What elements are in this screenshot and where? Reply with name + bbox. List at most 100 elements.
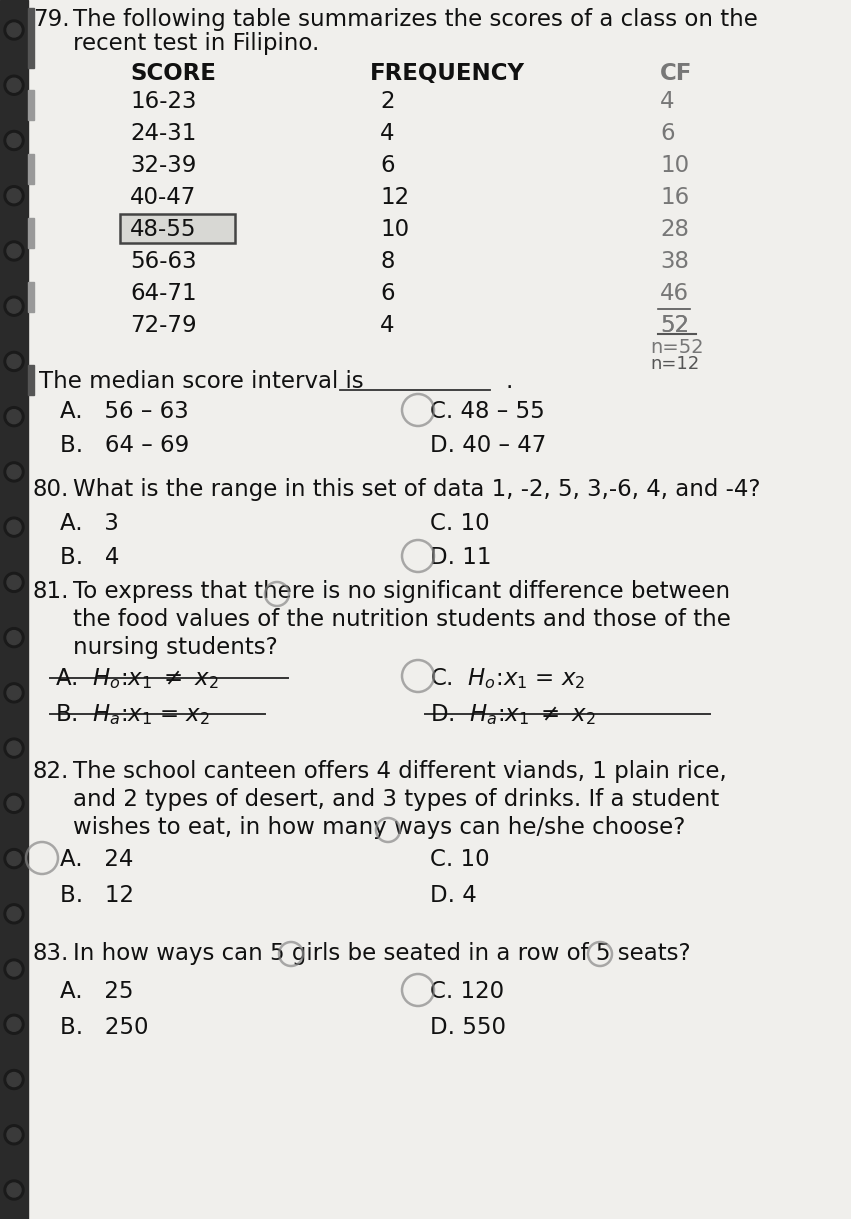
- Text: 79.: 79.: [33, 9, 70, 30]
- Circle shape: [4, 407, 24, 427]
- Bar: [28, 154, 34, 184]
- Text: B.   250: B. 250: [60, 1015, 149, 1039]
- Text: 46: 46: [660, 282, 689, 305]
- Circle shape: [7, 133, 21, 147]
- Text: 32-39: 32-39: [130, 154, 197, 177]
- Circle shape: [4, 517, 24, 538]
- Text: D. 550: D. 550: [430, 1015, 506, 1039]
- Circle shape: [4, 848, 24, 869]
- Circle shape: [4, 1014, 24, 1034]
- Text: 10: 10: [660, 154, 689, 177]
- Text: 16-23: 16-23: [130, 90, 197, 113]
- Circle shape: [4, 20, 24, 40]
- Text: 28: 28: [660, 218, 689, 241]
- Bar: [28, 90, 34, 119]
- Circle shape: [4, 683, 24, 703]
- Text: C. 48 – 55: C. 48 – 55: [430, 400, 545, 423]
- Circle shape: [4, 1069, 24, 1090]
- Circle shape: [4, 794, 24, 813]
- Text: C. 10: C. 10: [430, 512, 489, 535]
- Circle shape: [4, 737, 24, 758]
- Circle shape: [4, 573, 24, 592]
- Text: 24-31: 24-31: [130, 122, 197, 145]
- Text: 4: 4: [380, 122, 395, 145]
- Text: 81.: 81.: [33, 580, 70, 603]
- Circle shape: [4, 1125, 24, 1145]
- Circle shape: [4, 296, 24, 316]
- Text: 6: 6: [660, 122, 675, 145]
- Circle shape: [7, 23, 21, 37]
- Text: 12: 12: [380, 187, 409, 208]
- Circle shape: [4, 462, 24, 482]
- Circle shape: [7, 686, 21, 700]
- Text: 40-47: 40-47: [130, 187, 197, 208]
- Bar: [28, 9, 34, 68]
- Circle shape: [7, 299, 21, 313]
- Text: 4: 4: [380, 315, 395, 336]
- Text: 2: 2: [380, 90, 395, 113]
- Text: .: .: [505, 371, 512, 393]
- Text: 16: 16: [660, 187, 689, 208]
- Circle shape: [7, 244, 21, 258]
- Text: C. 120: C. 120: [430, 980, 504, 1003]
- Circle shape: [7, 78, 21, 93]
- Text: nursing students?: nursing students?: [73, 636, 277, 659]
- Text: In how ways can 5 girls be seated in a row of 5 seats?: In how ways can 5 girls be seated in a r…: [73, 942, 691, 965]
- Circle shape: [7, 1182, 21, 1197]
- Circle shape: [7, 575, 21, 589]
- Text: D.  $H_a$:$x_1$ $\neq$ $x_2$: D. $H_a$:$x_1$ $\neq$ $x_2$: [430, 702, 596, 727]
- Text: FREQUENCY: FREQUENCY: [370, 62, 525, 85]
- Text: A.   24: A. 24: [60, 848, 134, 872]
- Text: The school canteen offers 4 different viands, 1 plain rice,: The school canteen offers 4 different vi…: [73, 759, 727, 783]
- Circle shape: [4, 1180, 24, 1199]
- Text: 52: 52: [660, 315, 689, 336]
- Circle shape: [4, 628, 24, 647]
- Text: 52: 52: [660, 315, 689, 336]
- Circle shape: [7, 464, 21, 479]
- Text: B.  $H_a$:$x_1$ = $x_2$: B. $H_a$:$x_1$ = $x_2$: [55, 702, 210, 727]
- Text: D. 11: D. 11: [430, 546, 492, 569]
- Text: the food values of the nutrition students and those of the: the food values of the nutrition student…: [73, 608, 731, 631]
- Circle shape: [4, 959, 24, 979]
- Circle shape: [4, 241, 24, 261]
- Text: n=12: n=12: [650, 355, 700, 373]
- Text: B.   4: B. 4: [60, 546, 119, 569]
- Text: 64-71: 64-71: [130, 282, 197, 305]
- Text: To express that there is no significant difference between: To express that there is no significant …: [73, 580, 730, 603]
- Circle shape: [7, 1073, 21, 1086]
- Circle shape: [4, 76, 24, 95]
- Text: 4: 4: [660, 90, 675, 113]
- Circle shape: [7, 1128, 21, 1142]
- Text: What is the range in this set of data 1, -2, 5, 3,-6, 4, and -4?: What is the range in this set of data 1,…: [73, 478, 761, 501]
- Text: 38: 38: [660, 250, 689, 273]
- Bar: [28, 218, 34, 247]
- Text: D. 4: D. 4: [430, 884, 477, 907]
- Bar: [28, 282, 34, 312]
- Text: A.  $H_o$:$x_1$ $\neq$ $x_2$: A. $H_o$:$x_1$ $\neq$ $x_2$: [55, 666, 219, 691]
- Text: CF: CF: [660, 62, 693, 85]
- Text: 82.: 82.: [33, 759, 70, 783]
- Text: 83.: 83.: [33, 942, 70, 965]
- Text: and 2 types of desert, and 3 types of drinks. If a student: and 2 types of desert, and 3 types of dr…: [73, 787, 719, 811]
- Circle shape: [7, 189, 21, 202]
- Text: C. 10: C. 10: [430, 848, 489, 872]
- Text: 48-55: 48-55: [130, 218, 197, 241]
- Text: n=52: n=52: [650, 338, 704, 357]
- Text: 80.: 80.: [33, 478, 70, 501]
- Circle shape: [7, 741, 21, 755]
- Circle shape: [7, 410, 21, 424]
- Text: 10: 10: [380, 218, 409, 241]
- Bar: [0, 0, 28, 1219]
- Text: SCORE: SCORE: [130, 62, 216, 85]
- Text: 8: 8: [380, 250, 395, 273]
- Text: B.   64 – 69: B. 64 – 69: [60, 434, 189, 457]
- Text: A.   25: A. 25: [60, 980, 134, 1003]
- Text: A.   3: A. 3: [60, 512, 119, 535]
- Text: C.  $H_o$:$x_1$ = $x_2$: C. $H_o$:$x_1$ = $x_2$: [430, 666, 585, 691]
- Circle shape: [4, 351, 24, 372]
- Circle shape: [4, 903, 24, 924]
- Text: B.   12: B. 12: [60, 884, 134, 907]
- Text: recent test in Filipino.: recent test in Filipino.: [73, 32, 319, 55]
- Circle shape: [7, 852, 21, 865]
- Circle shape: [7, 1018, 21, 1031]
